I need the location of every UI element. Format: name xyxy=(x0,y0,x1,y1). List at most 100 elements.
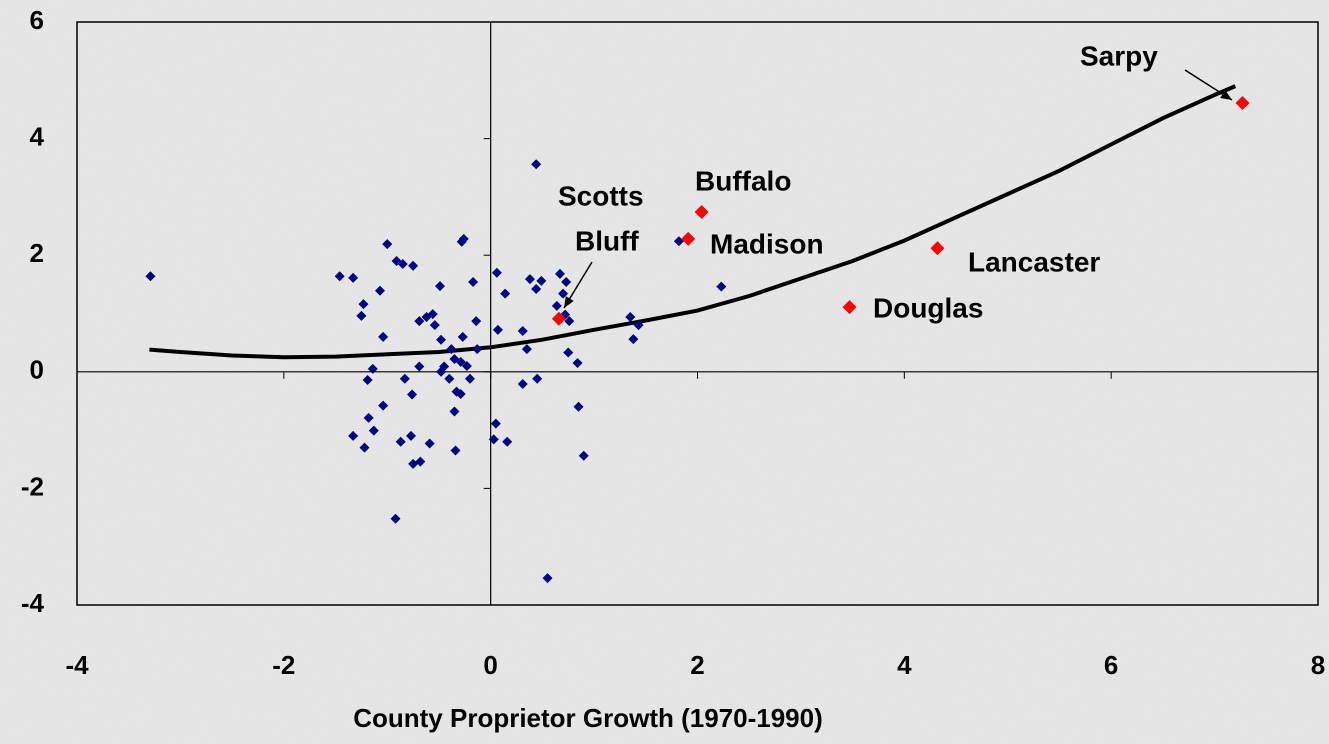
point xyxy=(455,356,466,367)
point xyxy=(500,288,511,299)
arrow-head xyxy=(1220,90,1232,100)
point xyxy=(468,277,479,288)
point xyxy=(382,239,393,250)
point xyxy=(502,436,513,447)
point xyxy=(488,434,499,445)
point xyxy=(359,442,370,453)
point xyxy=(145,271,156,282)
point xyxy=(564,316,575,327)
point xyxy=(358,299,369,310)
x-tick-label: 0 xyxy=(483,650,497,680)
x-tick-label: 6 xyxy=(1104,650,1118,680)
point xyxy=(446,344,457,355)
point xyxy=(461,360,472,371)
point xyxy=(450,445,461,456)
point xyxy=(429,320,440,331)
point xyxy=(532,373,543,384)
point xyxy=(458,233,469,244)
point xyxy=(334,271,345,282)
point xyxy=(356,310,367,321)
point xyxy=(464,373,475,384)
point xyxy=(517,325,528,336)
point xyxy=(842,300,857,315)
point xyxy=(390,513,401,524)
point xyxy=(449,406,460,417)
point xyxy=(628,334,639,345)
annotation: Bluff xyxy=(575,225,639,256)
point xyxy=(471,316,482,327)
y-tick-label: 6 xyxy=(30,5,44,35)
point xyxy=(930,241,945,256)
point xyxy=(1235,96,1250,111)
point xyxy=(348,430,359,441)
point xyxy=(348,272,359,283)
point xyxy=(551,311,566,326)
point xyxy=(427,309,438,320)
annotation: Madison xyxy=(710,228,824,259)
point xyxy=(378,400,389,411)
point xyxy=(561,277,572,288)
point xyxy=(578,450,589,461)
x-tick-label: 2 xyxy=(690,650,704,680)
point xyxy=(633,320,644,331)
y-tick-label: 2 xyxy=(30,238,44,268)
point xyxy=(491,267,502,278)
annotation: Lancaster xyxy=(968,246,1100,277)
point xyxy=(408,260,419,271)
point xyxy=(414,316,425,327)
point xyxy=(424,438,435,449)
point xyxy=(490,418,501,429)
point xyxy=(694,205,709,220)
point xyxy=(554,268,565,279)
annotation: Douglas xyxy=(873,292,983,323)
point xyxy=(407,389,418,400)
point xyxy=(414,361,425,372)
point xyxy=(542,573,553,584)
point xyxy=(531,159,542,170)
point xyxy=(681,231,696,246)
point xyxy=(436,366,447,377)
annotation: Sarpy xyxy=(1080,40,1158,71)
point xyxy=(444,373,455,384)
y-tick-label: 4 xyxy=(30,121,45,151)
point xyxy=(521,344,532,355)
annotation: Scotts xyxy=(558,180,644,211)
point xyxy=(492,324,503,335)
plot-area xyxy=(76,21,1319,606)
point xyxy=(551,300,562,311)
point xyxy=(517,379,528,390)
point xyxy=(375,285,386,296)
x-tick-label: 4 xyxy=(897,650,912,680)
point xyxy=(397,258,408,269)
y-tick-label: -2 xyxy=(21,471,44,501)
point xyxy=(536,275,547,286)
point xyxy=(415,456,426,467)
point xyxy=(572,358,583,369)
point xyxy=(378,331,389,342)
point xyxy=(563,347,574,358)
point xyxy=(362,374,373,385)
point xyxy=(573,401,584,412)
point xyxy=(455,388,466,399)
point xyxy=(368,425,379,436)
point xyxy=(716,281,727,292)
point xyxy=(558,288,569,299)
point xyxy=(363,412,374,423)
point xyxy=(367,363,378,374)
point xyxy=(625,311,636,322)
trend-line xyxy=(149,84,1237,360)
y-tick-label: 0 xyxy=(30,355,44,385)
arrow-head xyxy=(564,296,574,308)
point xyxy=(531,284,542,295)
point xyxy=(524,274,535,285)
point xyxy=(395,436,406,447)
x-axis-label: County Proprietor Growth (1970-1990) xyxy=(353,703,823,733)
point xyxy=(399,373,410,384)
annotation: Buffalo xyxy=(695,165,791,196)
point xyxy=(406,430,417,441)
point xyxy=(436,334,447,345)
x-tick-label: -4 xyxy=(65,650,89,680)
point xyxy=(457,331,468,342)
point xyxy=(434,281,445,292)
